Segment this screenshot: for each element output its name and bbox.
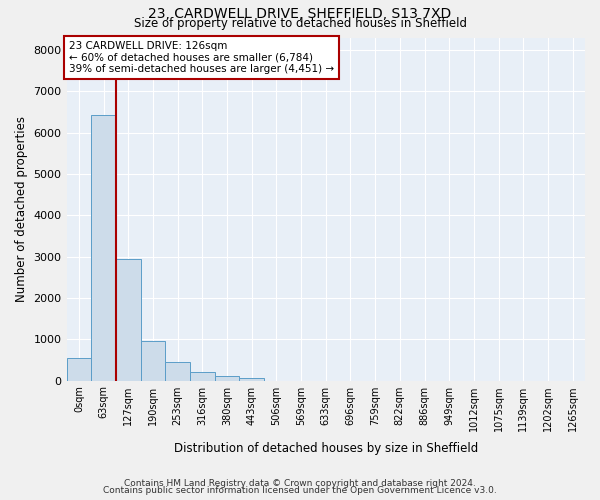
Y-axis label: Number of detached properties: Number of detached properties	[15, 116, 28, 302]
X-axis label: Distribution of detached houses by size in Sheffield: Distribution of detached houses by size …	[173, 442, 478, 455]
Text: Contains HM Land Registry data © Crown copyright and database right 2024.: Contains HM Land Registry data © Crown c…	[124, 478, 476, 488]
Text: 23, CARDWELL DRIVE, SHEFFIELD, S13 7XD: 23, CARDWELL DRIVE, SHEFFIELD, S13 7XD	[148, 8, 452, 22]
Bar	[190, 372, 215, 380]
Bar	[91, 115, 116, 380]
Bar	[140, 341, 165, 380]
Bar	[67, 358, 91, 380]
Text: 23 CARDWELL DRIVE: 126sqm
← 60% of detached houses are smaller (6,784)
39% of se: 23 CARDWELL DRIVE: 126sqm ← 60% of detac…	[69, 41, 334, 74]
Bar	[215, 376, 239, 380]
Bar	[165, 362, 190, 380]
Text: Size of property relative to detached houses in Sheffield: Size of property relative to detached ho…	[133, 18, 467, 30]
Bar	[116, 260, 140, 380]
Text: Contains public sector information licensed under the Open Government Licence v3: Contains public sector information licen…	[103, 486, 497, 495]
Bar	[239, 378, 264, 380]
